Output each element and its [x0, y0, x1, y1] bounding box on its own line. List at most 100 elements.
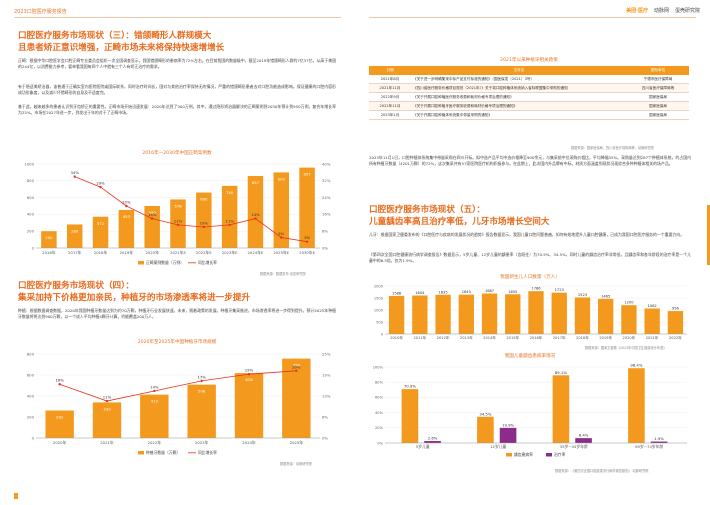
y-tick-label: 1000	[374, 308, 384, 312]
header-title: 2023口腔医疗服务报告	[14, 9, 67, 15]
bar-2012年	[435, 294, 451, 334]
policy-issuer: 宁德市医疗保障局	[627, 75, 689, 84]
x-tick-label: 2025年E	[273, 250, 289, 255]
rate-line	[74, 176, 308, 243]
x-tick-label: 2030年E	[299, 250, 315, 255]
x-tick-label: 2020年	[145, 250, 159, 255]
policy-file: 《四川省医疗服务价格项目规范（2021年）》关于将口腔种植体系统纳入省际联盟集中…	[411, 83, 627, 93]
rate-point	[295, 369, 298, 372]
x-tick-label: 2025年	[290, 440, 304, 445]
rate-line	[59, 370, 297, 402]
policy-issuer: 国家医保局	[627, 92, 689, 102]
y-tick-label: 0	[32, 435, 35, 440]
section5-source1: 数据来源：国家卫健委《2023年中国卫生健康统计年鉴》	[585, 346, 667, 350]
y2-tick-label: 19%	[322, 372, 331, 377]
section3-para3: 基于此，越来越多的患者认识到牙齿矫正的重要性。正畸市场开始迅速发展：2020年达…	[18, 104, 336, 116]
bar-value-label: 740	[226, 190, 234, 195]
y-tick-label: 0	[381, 332, 384, 336]
x-tick-label: 2012年	[437, 335, 450, 340]
rate-point	[73, 175, 76, 178]
policy-col-file: 文件名	[411, 66, 627, 75]
bar-2011年	[412, 295, 428, 334]
rate-value-label: 20%	[292, 364, 301, 369]
bar-2013年	[458, 294, 474, 334]
rate-point	[99, 185, 102, 189]
bar-2024年E	[247, 176, 264, 248]
bar-龋齿患病率-65岁~74岁年龄	[628, 368, 645, 443]
chart3-title: 我国新生儿人口数量（万人）	[500, 275, 560, 280]
y-tick-label: 0	[32, 245, 35, 250]
policy-date: 2021年11月	[369, 83, 411, 93]
bar-2017年	[66, 224, 83, 248]
y2-tick-label: 6%	[322, 414, 328, 419]
bar-value-label: 1.9%	[654, 436, 664, 441]
y2-tick-label: 24%	[322, 195, 331, 200]
x-tick-label: 2024年	[242, 440, 256, 445]
bar-2016年	[528, 291, 544, 334]
section3-para1: 正畸：根据中华口腔医学会口腔正畸专业委员会组织一次全国调查显示，我国错颌畸形的患…	[18, 58, 336, 70]
bar-2021年	[92, 402, 122, 438]
caries-chart: 0% 20% 40% 60% 80% 100% 70.9% 2.6% 5岁儿童 34.5% 19.9…	[373, 363, 687, 457]
bar-value-label: 1655	[508, 290, 517, 294]
policy-row: 2023年1月 《关于开展口腔种植体系统集中带量采购的通知》 国家医保局	[369, 110, 689, 120]
rate-point	[280, 236, 283, 239]
section5-source2: 数据来源：《第四次全国口腔健康流行病学调查报告》 动脉研究院	[555, 469, 649, 473]
rate-value-label: 10%	[200, 221, 209, 226]
bar-龋齿患病率-35岁~44岁年龄	[552, 375, 570, 443]
x-tick-label: 2020年	[53, 440, 67, 445]
bar-value-label: 957	[303, 172, 311, 177]
x-tick-label: 2020年	[623, 335, 636, 340]
x-tick-label: 2018年	[94, 250, 108, 255]
y2-tick-label: 32%	[322, 178, 331, 183]
bar-value-label: 857	[252, 180, 260, 185]
rate-point	[305, 240, 309, 243]
bar-value-label: 756	[293, 363, 301, 368]
bar-value-label: 618	[245, 377, 253, 382]
y-tick-label: 200	[27, 414, 35, 419]
policy-file: 《关于开展口腔种植医疗服务收费和耗材价格专项治理的通知》	[411, 92, 627, 102]
section4-title-line2: 集采加持下价格更加亲民，种植牙的市场渗透率将进一步提升	[18, 293, 251, 303]
side-tab	[707, 205, 710, 265]
section4-title: 口腔医疗服务市场现状（四）： 集采加持下价格更加亲民，种植牙的市场渗透率将进一步…	[18, 280, 338, 304]
bar-value-label: 280	[71, 228, 79, 233]
x-tick-label: 2013年	[460, 335, 473, 340]
bar-2022年E	[196, 192, 212, 248]
bar-2025年E	[273, 172, 290, 248]
x-tick-label: 2014年	[483, 335, 496, 340]
y-tick-label: 0%	[377, 441, 383, 445]
bar-value-label: 578	[174, 203, 182, 208]
rate-value-label: 34%	[71, 170, 80, 175]
bar-2018年	[574, 297, 591, 334]
x-tick-label: 2022年	[148, 440, 162, 445]
rate-value-label: 11%	[174, 218, 183, 223]
x-tick-label: 2019年	[599, 335, 612, 340]
bar-value-label: 1723	[555, 288, 564, 292]
x-tick-label: 2011年	[413, 335, 426, 340]
section5-title: 口腔医疗服务市场现状（五）： 儿童龋齿率高且治疗率低，儿牙市场增长空间大	[369, 204, 689, 228]
y-tick-label: 1500	[374, 296, 384, 300]
rate-value-label: 3%	[304, 235, 310, 240]
y2-tick-label: 13%	[322, 393, 331, 398]
x-tick-label: 2021年E	[170, 250, 186, 255]
bar-value-label: 70.9%	[404, 384, 416, 389]
y-tick-label: 1000	[24, 161, 34, 166]
policy-date: 2022年11月	[369, 101, 411, 111]
legend-label-bar: 种植牙数量（万颗）	[146, 450, 180, 455]
header-rule	[14, 17, 341, 18]
policy-table-title: 2021年以来种植牙相关政策	[500, 58, 558, 63]
y2-tick-label: 40%	[322, 161, 331, 166]
bar-value-label: 89.1%	[555, 370, 567, 375]
bar-治疗率-65岁~74岁年龄	[650, 441, 668, 443]
rate-point	[105, 399, 109, 403]
bar-2019年	[598, 298, 614, 334]
rate-point	[150, 217, 154, 220]
policy-col-issuer: 颁布单位	[627, 66, 689, 75]
bar-value-label: 500	[149, 210, 157, 215]
chart4-title: 我国儿童龋齿患病率情况	[504, 354, 556, 359]
y2-tick-label: 8%	[322, 229, 328, 234]
orthodontic-chart: 0 0% 200 8% 400 16% 600 24% 800 32% 1000 40% 200 2016…	[24, 161, 331, 265]
section5-para1: 儿牙：根据国家卫健委发布的《口腔医疗与疾病的发展状况的趋势》报告数据显示，我国儿…	[369, 232, 685, 237]
rate-point	[125, 204, 128, 208]
bar-2023年	[187, 384, 216, 438]
rate-point	[200, 379, 203, 383]
